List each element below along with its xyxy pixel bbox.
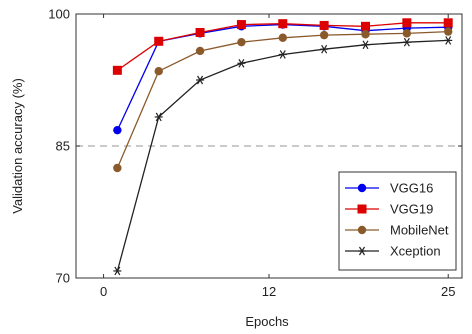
ticks-layer: 0 12 25 70 85 100 [48, 7, 462, 299]
y-axis-title: Validation accuracy (%) [10, 78, 25, 214]
series-xception-point [402, 37, 411, 47]
x-tick-label: 0 [100, 284, 107, 299]
legend-vgg16-marker [357, 183, 367, 193]
series-vgg19-line [117, 22, 449, 71]
series-mobilenet-point [113, 163, 122, 173]
series-mobilenet-line [116, 30, 449, 169]
series-vgg19-point [154, 36, 164, 46]
series-mobilenet-point [402, 29, 412, 38]
series-xception-point [196, 75, 205, 85]
y-tick-label: 85 [56, 139, 70, 154]
series-vgg19-point [443, 18, 453, 28]
series-vgg19-point [361, 21, 370, 31]
x-tick-label: 12 [262, 284, 276, 299]
series-mobilenet-point [278, 33, 287, 42]
series-xception-point [320, 44, 329, 54]
series-xception [113, 36, 453, 276]
series-mobilenet-point [154, 67, 163, 76]
series-vgg19 [112, 18, 453, 75]
x-axis-title: Epochs [245, 314, 289, 329]
series-xception-point [113, 266, 122, 276]
legend-vgg16-label: VGG16 [390, 181, 433, 196]
series-xception-point [361, 40, 370, 50]
legend-mobilenet: MobileNet [345, 223, 449, 238]
legend-mobilenet-marker [357, 225, 367, 235]
series-mobilenet-point [195, 46, 205, 56]
series-vgg16-point [113, 125, 122, 135]
legend-mobilenet-label: MobileNet [390, 223, 449, 238]
series-mobilenet-point [237, 37, 246, 47]
legend-vgg19-label: VGG19 [390, 202, 433, 217]
series-vgg19-point [319, 20, 329, 30]
series-mobilenet [113, 27, 453, 173]
series-layer [112, 18, 453, 276]
legend-vgg19-marker [357, 204, 367, 214]
series-xception-point [278, 50, 287, 59]
series-xception-point [444, 36, 453, 45]
series-mobilenet-point [444, 27, 453, 36]
series-xception-point [237, 58, 246, 68]
legend-xception-marker [358, 246, 366, 256]
series-vgg19-point [236, 20, 246, 30]
y-tick-label: 100 [48, 7, 70, 22]
legend-vgg19: VGG19 [345, 202, 433, 217]
series-vgg19-point [402, 18, 412, 28]
y-tick-label: 70 [56, 271, 70, 286]
series-mobilenet-point [319, 30, 329, 40]
series-mobilenet-point [361, 30, 370, 39]
series-vgg19-point [112, 65, 122, 75]
legend-xception-label: Xception [390, 244, 441, 259]
series-vgg19-point [278, 19, 288, 29]
x-tick-label: 25 [441, 284, 455, 299]
series-xception-point [154, 112, 163, 122]
legend-vgg16: VGG16 [345, 181, 433, 196]
series-vgg19-point [195, 27, 205, 37]
legend: VGG16 VGG19 MobileNet Xception [338, 171, 457, 271]
legend-xception: Xception [345, 244, 441, 259]
